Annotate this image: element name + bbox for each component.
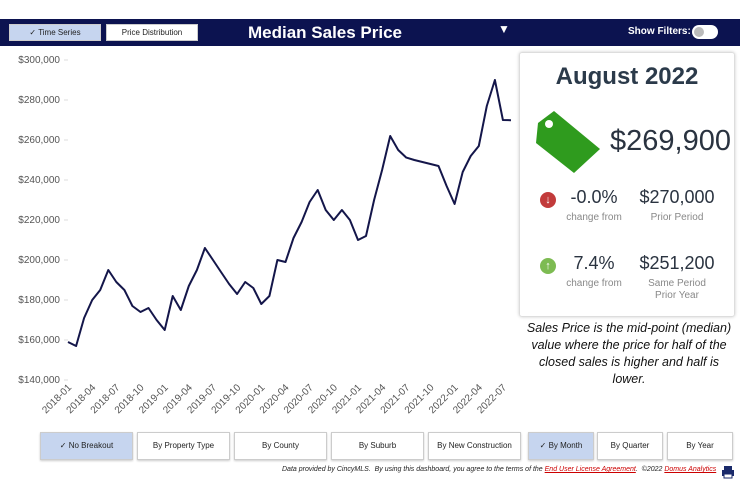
footer-text: . ©2022: [635, 466, 665, 473]
tab-label: Time Series: [38, 28, 81, 37]
filter-label: Show Filters:: [628, 26, 691, 37]
change-label: change from: [566, 278, 622, 289]
filter-toggle[interactable]: [692, 25, 718, 39]
y-tick-label: $140,000: [18, 375, 60, 386]
y-tick-label: $300,000: [18, 55, 60, 66]
current-value: $269,900: [610, 125, 731, 157]
period-button[interactable]: ✓ By Month: [528, 432, 594, 460]
y-tick-label: $280,000: [18, 95, 60, 106]
toggle-knob: [694, 27, 704, 37]
y-tick-label: $260,000: [18, 135, 60, 146]
y-tick-label: $220,000: [18, 215, 60, 226]
compare-label: Prior Period: [650, 212, 704, 223]
button-label: No Breakout: [68, 441, 114, 450]
compare-value: $270,000: [639, 187, 715, 207]
button-label: By Month: [548, 441, 583, 450]
change: -0.0%: [570, 187, 618, 207]
y-tick-label: $240,000: [18, 175, 60, 186]
button-label: By New Construction: [437, 441, 512, 450]
button-label: By Year: [686, 441, 714, 450]
change: 7.4%: [573, 253, 615, 273]
tab[interactable]: Price Distribution: [106, 24, 198, 41]
y-tick-label: $200,000: [18, 255, 60, 266]
footer-link[interactable]: Domus Analytics: [664, 466, 717, 473]
change-label: change from: [566, 212, 622, 223]
button-label: By County: [262, 441, 299, 450]
top-bar: ✓ Time Series Price Distribution Median …: [0, 19, 740, 46]
compare-label: Same Period Prior Year: [648, 278, 706, 301]
breakout-button[interactable]: ✓ No Breakout: [40, 432, 133, 460]
chart: $140,000 $160,000 $180,000 $200,000 $220,000…: [18, 55, 512, 416]
tab-label: Price Distribution: [121, 28, 183, 37]
period-button[interactable]: By Year: [667, 432, 733, 460]
footer-text: Data provided by CincyMLS. By using this…: [282, 466, 545, 473]
tag-icon: [536, 111, 600, 173]
y-tick-label: $160,000: [18, 335, 60, 346]
summary-card: August 2022 $269,900 ↓ -0.0% change from $2…: [519, 52, 735, 317]
button-label: By Quarter: [610, 441, 650, 450]
breakout-button[interactable]: By New Construction: [428, 432, 521, 460]
price-line: [67, 79, 512, 347]
compare-value: $251,200: [639, 253, 715, 273]
direction-icon: ↓: [540, 192, 556, 208]
footer: Data provided by CincyMLS. By using this…: [282, 466, 716, 473]
y-tick-label: $180,000: [18, 295, 60, 306]
breakout-button[interactable]: By Suburb: [331, 432, 424, 460]
breakout-button[interactable]: By Property Type: [137, 432, 230, 460]
footer-link[interactable]: End User License Agreement: [544, 466, 636, 473]
description: Sales Price is the mid-point (median) va…: [526, 321, 732, 386]
print-icon[interactable]: [721, 465, 735, 479]
dropdown-arrow[interactable]: ▼: [498, 22, 510, 36]
period-button[interactable]: By Quarter: [597, 432, 663, 460]
period: August 2022: [555, 63, 699, 90]
tab[interactable]: ✓ Time Series: [9, 24, 101, 41]
direction-icon: ↑: [540, 258, 556, 274]
page-title: Median Sales Price: [247, 23, 403, 42]
button-label: By Property Type: [152, 441, 215, 450]
button-label: By Suburb: [358, 441, 397, 450]
breakout-button[interactable]: By County: [234, 432, 327, 460]
